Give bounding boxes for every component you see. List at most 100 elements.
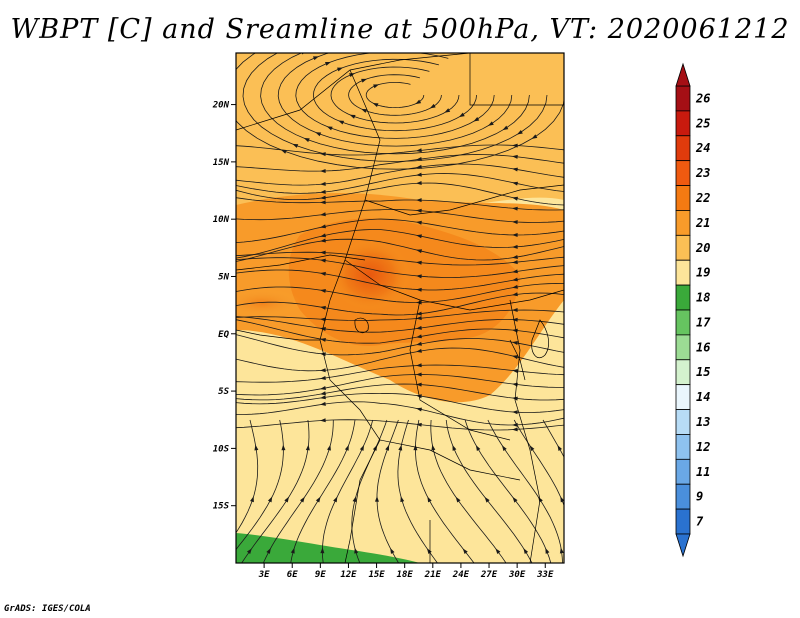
streamline-arrow	[495, 548, 501, 555]
streamline-arrow	[416, 164, 422, 169]
streamline-arrow	[557, 445, 563, 451]
streamline-arrow	[299, 496, 305, 503]
streamline-arrow	[473, 116, 480, 122]
streamline	[295, 53, 495, 139]
streamline	[236, 319, 564, 344]
streamline-arrow	[320, 401, 326, 406]
streamline-arrow	[320, 271, 326, 276]
streamline	[236, 173, 564, 194]
streamline	[290, 419, 356, 563]
streamline-arrow	[284, 496, 289, 503]
streamline-arrow	[512, 244, 518, 249]
colorbar-label: 21	[695, 216, 710, 230]
streamline-arrow	[427, 496, 432, 503]
colorbar-swatch	[675, 185, 691, 211]
streamline-arrow	[320, 386, 326, 390]
streamline-arrow	[452, 444, 457, 451]
streamline-arrow	[333, 496, 338, 503]
streamline-arrow	[320, 368, 326, 373]
streamline-arrow	[400, 496, 405, 503]
streamline	[236, 316, 564, 333]
streamline-arrow	[327, 444, 331, 451]
map-title: WBPT [C] and Sreamline at 500hPa, VT: 20…	[10, 14, 790, 45]
streamline-arrow	[320, 238, 326, 243]
colorbar-label: 19	[696, 266, 710, 280]
streamline-arrow	[315, 496, 321, 503]
streamline-arrow	[415, 99, 422, 105]
colorbar-swatch	[675, 508, 691, 535]
streamline-arrow	[444, 108, 451, 113]
streamline-arrow	[280, 149, 287, 154]
streamline-arrow	[512, 143, 518, 148]
streamline-arrow	[416, 234, 422, 239]
streamline	[236, 283, 564, 303]
colorbar-swatch	[675, 384, 691, 410]
streamline-arrow	[326, 126, 333, 131]
streamline-arrow	[462, 548, 468, 555]
streamline-arrow	[320, 317, 326, 322]
streamline-arrow	[512, 422, 518, 427]
streamline-arrow	[320, 305, 326, 310]
streamline-arrow	[315, 132, 322, 137]
streamline-arrow	[512, 292, 518, 297]
streamline-arrow	[416, 208, 422, 213]
colorbar-top-arrow	[675, 62, 691, 87]
streamline	[236, 393, 564, 413]
streamline-arrow	[305, 444, 310, 451]
streamline-arrow	[289, 45, 295, 49]
streamline	[236, 144, 564, 156]
streamline	[513, 419, 564, 507]
colorbar-swatch	[675, 284, 691, 311]
colorbar-label: 13	[696, 415, 710, 429]
streamline-arrow	[320, 391, 326, 396]
colorbar-swatch	[675, 359, 691, 386]
streamline-arrow	[320, 233, 327, 238]
streamline-arrow	[416, 181, 422, 186]
colorbar-label: 25	[695, 116, 710, 130]
streamline-arrow	[512, 410, 518, 415]
streamline-arrow	[290, 547, 295, 554]
streamline-arrow	[374, 496, 379, 502]
streamline-arrow	[512, 341, 518, 346]
streamline	[236, 257, 564, 278]
streamline-arrow	[484, 496, 490, 503]
streamline	[236, 197, 564, 211]
streamline-arrow	[303, 138, 310, 143]
streamline-arrow	[416, 422, 422, 427]
streamline-arrow	[502, 125, 509, 131]
streamline	[348, 74, 442, 116]
streamline-arrow	[512, 206, 518, 211]
streamline-arrow	[312, 56, 319, 61]
streamline-arrow	[416, 172, 422, 177]
colorbar-swatch	[675, 85, 691, 112]
streamline-arrow	[320, 224, 326, 229]
colorbar-swatch	[675, 210, 691, 236]
colorbar-swatch	[675, 434, 691, 460]
streamline-arrow	[220, 548, 225, 554]
streamline-arrow	[416, 341, 422, 346]
lon-tick-label: 18E	[397, 570, 414, 580]
streamline-arrow	[529, 445, 535, 452]
streamline-arrow	[416, 249, 423, 254]
colorbar-label: 9	[696, 490, 703, 504]
colorbar-label: 17	[696, 315, 711, 329]
lon-tick-label: 27E	[480, 570, 498, 580]
streamline	[330, 66, 460, 124]
colorbar-label: 23	[695, 166, 710, 180]
streamline-arrow	[277, 39, 283, 43]
streamline-arrow	[349, 114, 356, 119]
streamline-arrow	[559, 547, 564, 554]
streamline-arrow	[320, 258, 326, 263]
streamline-arrow	[416, 148, 422, 153]
colorbar-label: 11	[696, 465, 710, 479]
streamline-arrow	[325, 61, 331, 66]
streamline-arrow	[320, 189, 326, 194]
streamline-arrow	[512, 269, 518, 274]
streamline	[236, 218, 564, 243]
streamline-arrow	[512, 308, 518, 313]
streamline	[236, 251, 564, 266]
lat-tick-label: 10S	[213, 444, 230, 454]
streamline-arrow	[320, 352, 326, 357]
streamline-arrow	[512, 317, 518, 322]
lon-tick-label: 12E	[340, 570, 357, 580]
